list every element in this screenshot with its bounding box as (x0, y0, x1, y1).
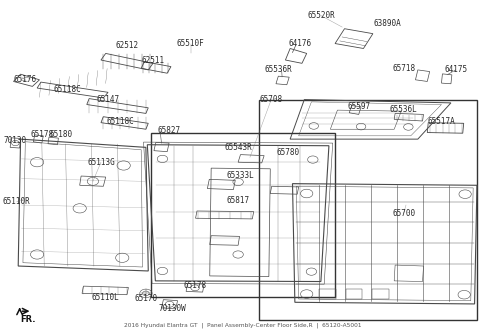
Text: 65827: 65827 (158, 126, 181, 135)
Text: 64176: 64176 (289, 39, 312, 48)
Text: 65520R: 65520R (307, 11, 335, 20)
Text: 65110L: 65110L (92, 293, 120, 302)
Text: 62511: 62511 (142, 56, 165, 65)
Text: 65780: 65780 (276, 148, 300, 157)
Text: 65536L: 65536L (390, 105, 418, 114)
Bar (259, 100, 477, 320)
Text: 65110R: 65110R (3, 197, 31, 206)
Text: 2016 Hyundai Elantra GT  |  Panel Assembly-Center Floor Side,R  |  65120-A5001: 2016 Hyundai Elantra GT | Panel Assembly… (124, 322, 361, 328)
Text: 65817: 65817 (227, 196, 250, 205)
Text: 65176: 65176 (14, 75, 37, 84)
Text: 65178: 65178 (30, 130, 53, 139)
Text: 65170: 65170 (134, 295, 157, 304)
Text: 65708: 65708 (260, 95, 283, 104)
Text: 62512: 62512 (115, 41, 139, 50)
Bar (151, 132, 335, 297)
Text: 63890A: 63890A (373, 19, 401, 28)
Text: 65510F: 65510F (177, 39, 204, 48)
Text: 65147: 65147 (96, 95, 120, 104)
Text: 65178: 65178 (184, 281, 207, 290)
Text: 70130: 70130 (3, 136, 26, 145)
Text: FR.: FR. (21, 315, 36, 324)
Text: 65180: 65180 (49, 130, 72, 139)
Text: 65118C: 65118C (106, 117, 134, 125)
Text: 64175: 64175 (444, 66, 467, 74)
Text: 65543R: 65543R (224, 143, 252, 152)
Text: 65700: 65700 (392, 209, 415, 218)
Text: 65333L: 65333L (227, 171, 254, 180)
Text: 65718: 65718 (392, 64, 415, 73)
Text: 65536R: 65536R (264, 66, 292, 74)
Text: 65517A: 65517A (428, 117, 456, 125)
Text: 65113G: 65113G (87, 158, 115, 167)
Text: 65597: 65597 (347, 102, 370, 111)
Text: 70130W: 70130W (158, 305, 186, 313)
Text: 65118C: 65118C (54, 85, 82, 94)
